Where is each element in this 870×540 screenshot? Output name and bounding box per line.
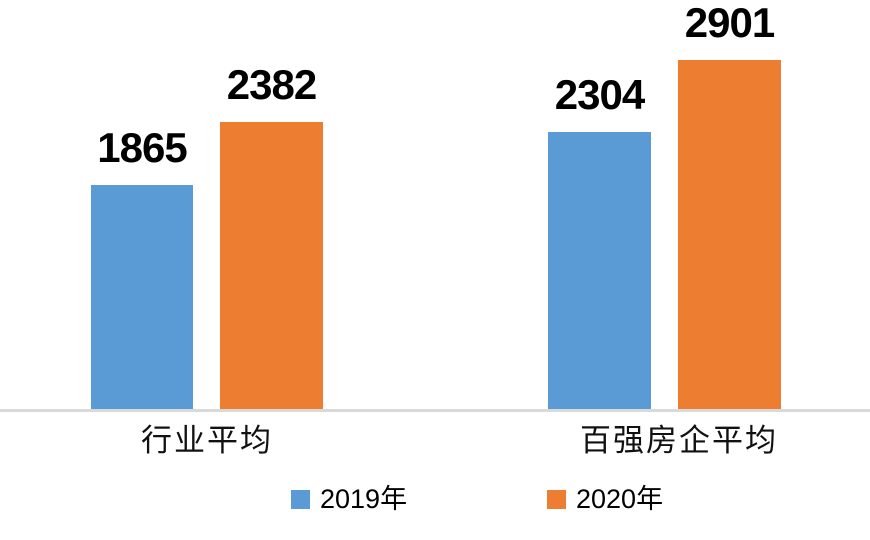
bar-rect-top100-2019: [548, 132, 651, 409]
bar-group-top100-2020: 2901: [678, 2, 781, 409]
plot-area: 1865 2382 2304 2901: [91, 2, 781, 409]
bar-group-industry-2019: 1865: [91, 127, 193, 409]
bar-rect-industry-2019: [91, 185, 193, 409]
x-axis-line: [0, 409, 870, 412]
data-label-top100-2020: 2901: [684, 0, 775, 46]
legend-swatch-2019-icon: [291, 490, 310, 509]
legend-item-2020: 2020年: [547, 486, 663, 513]
bar-rect-top100-2020: [678, 60, 781, 409]
data-label-industry-2019: 1865: [97, 124, 187, 171]
legend-label-2019: 2019年: [320, 484, 408, 514]
legend-swatch-2020-icon: [547, 490, 566, 509]
legend-item-2019: 2019年: [291, 486, 407, 513]
bar-group-top100-2019: 2304: [548, 74, 651, 409]
data-label-industry-2020: 2382: [226, 61, 317, 108]
data-label-top100-2019: 2304: [554, 71, 645, 118]
bar-rect-industry-2020: [220, 122, 323, 409]
category-label-top100: 百强房企平均: [580, 423, 778, 458]
legend-label-2020: 2020年: [576, 484, 664, 514]
bar-group-industry-2020: 2382: [220, 64, 323, 409]
category-label-industry: 行业平均: [141, 423, 273, 458]
